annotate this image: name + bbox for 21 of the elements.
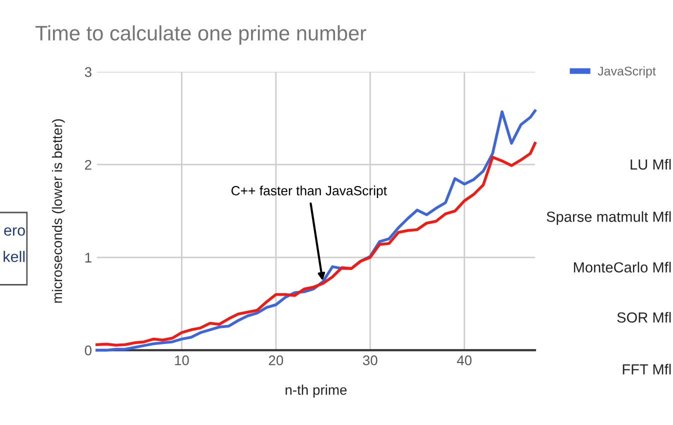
text: LU Mfl bbox=[630, 158, 671, 170]
y-tick-label: 0 bbox=[84, 346, 92, 356]
x-tick-label: 10 bbox=[175, 355, 189, 366]
x-axis-title: n-th prime bbox=[286, 384, 347, 398]
text: kell bbox=[4, 250, 25, 262]
x-tick-label: 30 bbox=[362, 355, 378, 366]
text: FFT Mfl bbox=[622, 364, 671, 374]
y-tick-label: 3 bbox=[84, 67, 92, 77]
y-tick-label: 1 bbox=[85, 252, 92, 262]
y-tick-label: 2 bbox=[85, 160, 92, 170]
x-tick-label: 40 bbox=[456, 355, 472, 366]
chart-title: Time to calculate one prime number bbox=[35, 25, 366, 45]
line-series bbox=[96, 142, 536, 346]
text: SOR Mfl bbox=[617, 312, 671, 323]
text: ero bbox=[4, 227, 25, 236]
text: MonteCarlo Mfl bbox=[574, 262, 671, 273]
text: Sparse matmult Mfl bbox=[546, 211, 671, 225]
y-axis-title: microseconds (lower is better) bbox=[52, 119, 65, 303]
legend-label: JavaScript bbox=[598, 66, 656, 78]
annotation: C++ faster than JavaScript bbox=[231, 186, 387, 198]
x-tick-label: 20 bbox=[268, 355, 284, 366]
